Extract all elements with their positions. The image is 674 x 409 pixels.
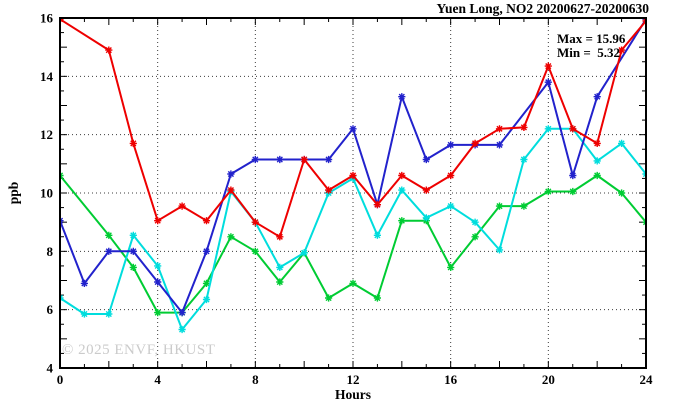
x-tick-label: 4 [154,372,161,387]
series-cyan [59,125,647,334]
series-red-line [59,18,647,238]
x-axis-label: Hours [334,387,372,402]
y-tick-label: 14 [40,69,54,84]
series-green [59,171,647,317]
x-tick-label: 0 [57,372,64,387]
y-tick-label: 10 [40,186,53,201]
series-red [59,17,647,241]
series-cyan-markers [59,125,647,334]
y-tick-label: 12 [40,127,53,142]
series-green-line [59,174,647,314]
plot-frame [59,17,647,369]
series-blue-line [59,18,647,314]
y-tick-label: 4 [47,361,54,376]
max-annotation: Max = 15.96 [557,31,626,46]
x-tick-label: 12 [347,372,360,387]
y-tick-label: 16 [40,11,54,26]
chart-title: Yuen Long, NO2 20200627-20200630 [436,1,649,16]
x-tick-label: 20 [542,372,555,387]
min-annotation: Min = 5.32 [557,45,621,60]
watermark: © 2025 ENVF, HKUST [62,342,216,358]
gridlines [60,18,646,368]
axis-ticks [59,17,647,369]
x-tick-label: 24 [640,372,654,387]
x-tick-label: 16 [444,372,458,387]
y-tick-label: 8 [47,244,54,259]
y-tick-label: 6 [47,302,54,317]
x-tick-label: 8 [252,372,259,387]
y-axis-label: ppb [6,181,21,205]
